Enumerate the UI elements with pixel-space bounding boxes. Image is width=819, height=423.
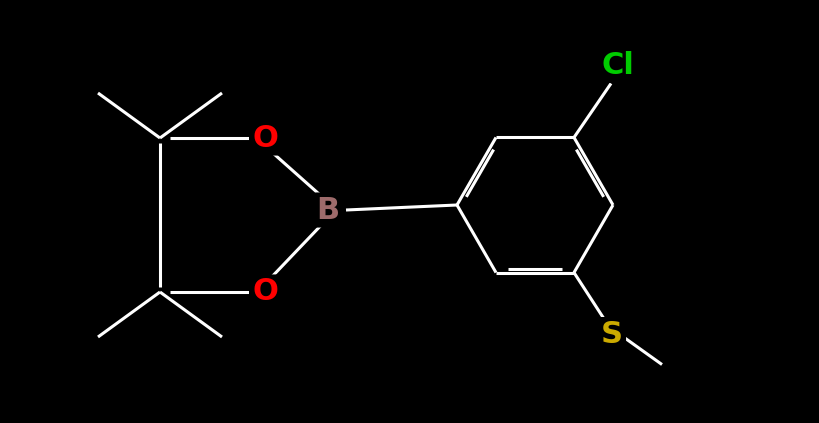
Text: B: B	[316, 195, 339, 225]
Text: O: O	[251, 124, 278, 153]
Text: B: B	[316, 195, 339, 225]
Text: O: O	[251, 124, 278, 153]
Text: O: O	[251, 277, 278, 307]
Text: S: S	[600, 320, 622, 349]
Text: S: S	[600, 320, 622, 349]
Text: Cl: Cl	[601, 51, 634, 80]
Text: Cl: Cl	[601, 51, 634, 80]
Text: O: O	[251, 277, 278, 307]
